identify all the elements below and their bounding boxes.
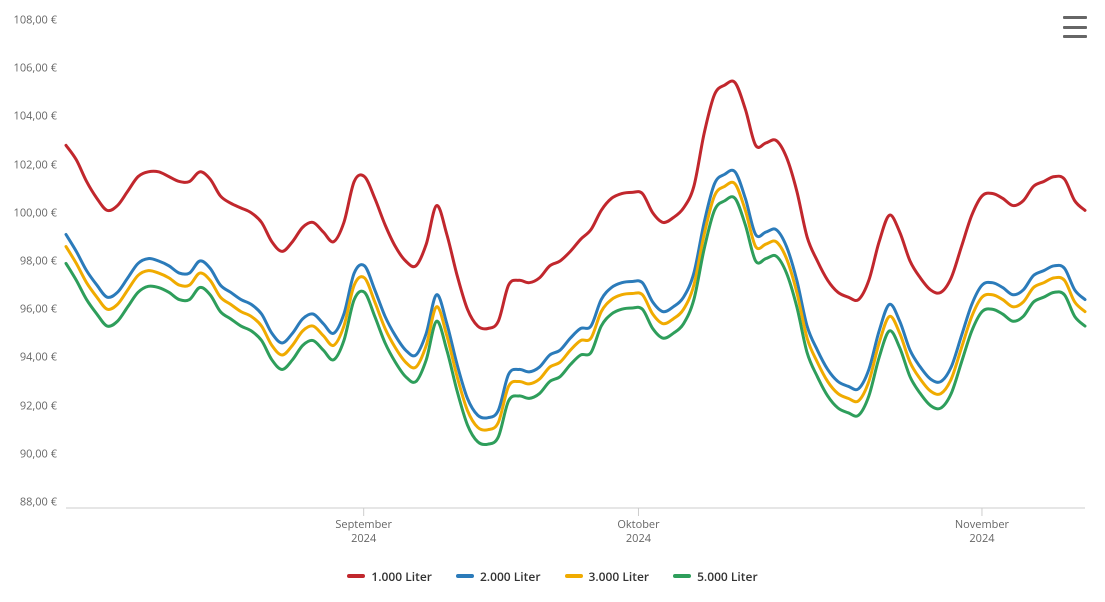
series-line xyxy=(66,81,1085,329)
series-line xyxy=(66,197,1085,445)
y-axis-tick-label: 104,00 € xyxy=(0,109,57,124)
y-axis-tick-label: 92,00 € xyxy=(0,398,57,413)
series-line xyxy=(66,182,1085,430)
y-axis-tick-label: 88,00 € xyxy=(0,495,57,510)
x-axis-tick-label: September2024 xyxy=(335,518,392,547)
legend-label: 2.000 Liter xyxy=(480,568,541,585)
y-axis-tick-label: 96,00 € xyxy=(0,302,57,317)
legend-item[interactable]: 1.000 Liter xyxy=(347,568,432,585)
y-axis-tick-label: 98,00 € xyxy=(0,254,57,269)
legend-swatch xyxy=(673,574,691,578)
legend-label: 1.000 Liter xyxy=(371,568,432,585)
y-axis-tick-label: 102,00 € xyxy=(0,157,57,172)
legend-swatch xyxy=(565,574,583,578)
y-axis-tick-label: 100,00 € xyxy=(0,205,57,220)
chart-plot xyxy=(0,0,1105,602)
chart-legend: 1.000 Liter 2.000 Liter 3.000 Liter 5.000 L… xyxy=(0,565,1105,585)
x-axis-tick-label: Oktober2024 xyxy=(617,518,659,547)
y-axis-tick-label: 108,00 € xyxy=(0,13,57,28)
legend-label: 3.000 Liter xyxy=(589,568,650,585)
legend-label: 5.000 Liter xyxy=(697,568,758,585)
y-axis-tick-label: 94,00 € xyxy=(0,350,57,365)
y-axis-tick-label: 90,00 € xyxy=(0,446,57,461)
legend-item[interactable]: 2.000 Liter xyxy=(456,568,541,585)
price-chart: 88,00 € 90,00 € 92,00 € 94,00 € 96,00 € 98,00… xyxy=(0,0,1105,602)
y-axis-tick-label: 106,00 € xyxy=(0,61,57,76)
legend-swatch xyxy=(456,574,474,578)
legend-item[interactable]: 3.000 Liter xyxy=(565,568,650,585)
x-axis-tick-label: November2024 xyxy=(955,518,1009,547)
legend-swatch xyxy=(347,574,365,578)
legend-item[interactable]: 5.000 Liter xyxy=(673,568,758,585)
